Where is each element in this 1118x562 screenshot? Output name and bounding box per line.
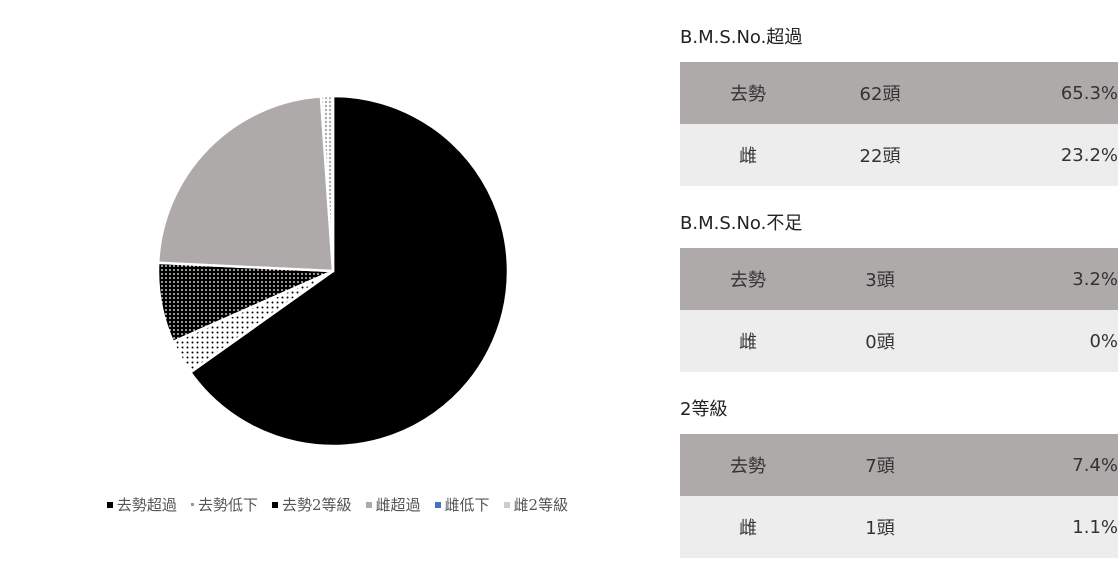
legend-label: 去勢低下 [197, 496, 258, 514]
table-row: 去勢 62頭 65.3% [680, 62, 1118, 124]
table-title: B.M.S.No.超過 [680, 27, 803, 48]
legend-label: 去勢2等級 [281, 496, 352, 514]
pie-slice [319, 94, 335, 272]
legend-item: 去勢2等級 [271, 494, 352, 515]
chart [156, 94, 510, 448]
table-cell: 雌 [739, 332, 757, 353]
pie-slice [188, 94, 510, 448]
legend-label: 雌2等級 [513, 496, 569, 514]
table-row: 雌 0頭 0% [680, 310, 1118, 372]
legend: 去勢超過 去勢低下 去勢2等級 雌超過 雌低下 雌2等級 [0, 494, 675, 515]
table-cell: 7.4% [1072, 454, 1118, 476]
legend-marker [271, 501, 278, 508]
table-cell: 3.2% [1072, 268, 1118, 290]
legend-marker [434, 501, 441, 508]
table-cell: 去勢 [730, 84, 766, 105]
table-cell: 雌 [739, 518, 757, 539]
table-cell: 1頭 [865, 518, 895, 539]
legend-marker [190, 503, 194, 506]
legend-marker [503, 501, 510, 508]
table-title: 2等級 [680, 399, 728, 420]
legend-marker [106, 501, 113, 508]
legend-item: 雌2等級 [503, 494, 569, 515]
table-row: 去勢 7頭 7.4% [680, 434, 1118, 496]
legend-label: 去勢超過 [116, 496, 177, 514]
legend-item: 雌超過 [365, 494, 421, 515]
table-row: 去勢 3頭 3.2% [680, 248, 1118, 310]
table-cell: 62頭 [859, 84, 901, 105]
legend-item: 雌低下 [434, 494, 490, 515]
legend-label: 雌低下 [444, 496, 490, 514]
table-cell: 0頭 [865, 332, 895, 353]
pie-slice [156, 95, 335, 273]
table-row: 雌 22頭 23.2% [680, 124, 1118, 186]
table-cell: 3頭 [865, 270, 895, 291]
tables: B.M.S.No.超過去勢 62頭 65.3% 雌 22頭 23.2% B.M.S.No.不… [680, 0, 1118, 558]
legend-label: 雌超過 [375, 496, 421, 514]
table-title: B.M.S.No.不足 [680, 213, 803, 234]
table-cell: 0% [1089, 330, 1118, 352]
table-cell: 去勢 [730, 270, 766, 291]
table-cell: 22頭 [859, 146, 901, 167]
table-cell: 65.3% [1060, 82, 1118, 104]
table-cell: 去勢 [730, 456, 766, 477]
table-cell: 雌 [739, 146, 757, 167]
table-cell: 1.1% [1072, 516, 1118, 538]
table-row: 雌 1頭 1.1% [680, 496, 1118, 558]
legend-item: 去勢低下 [190, 494, 258, 515]
legend-marker [365, 501, 372, 508]
table-cell: 23.2% [1060, 144, 1118, 166]
table-cell: 7頭 [865, 456, 895, 477]
legend-item: 去勢超過 [106, 494, 177, 515]
